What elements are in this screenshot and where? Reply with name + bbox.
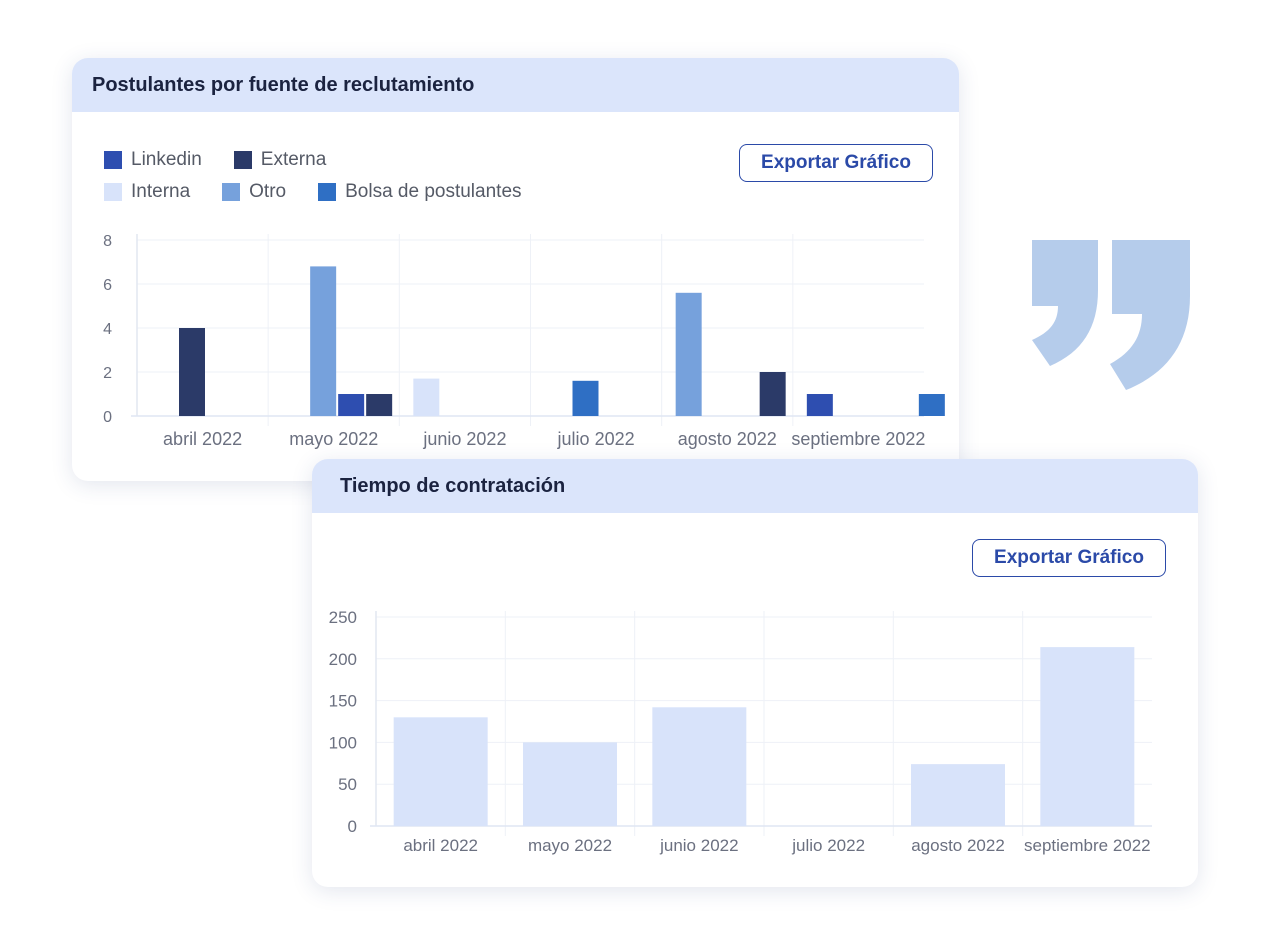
bar-bolsa-de-postulantes-julio-2022	[572, 380, 599, 416]
x-tick-label: mayo 2022	[528, 836, 612, 855]
legend-label: Bolsa de postulantes	[345, 181, 522, 202]
legend-swatch	[104, 151, 122, 169]
x-tick-label: abril 2022	[403, 836, 478, 855]
export-chart-button[interactable]: Exportar Gráfico	[739, 144, 933, 182]
y-tick-label: 50	[338, 775, 357, 794]
chart-title: Postulantes por fuente de reclutamiento	[72, 58, 959, 112]
x-tick-label: junio 2022	[659, 836, 738, 855]
legend-item-bolsa[interactable]: Bolsa de postulantes	[318, 181, 522, 203]
y-tick-label: 0	[348, 817, 357, 836]
bar-agosto-2022	[911, 764, 1005, 826]
chart-title: Tiempo de contratación	[312, 459, 1198, 513]
bar-bolsa-de-postulantes-septiembre-2022	[918, 394, 945, 416]
bar-linkedin-septiembre-2022	[806, 394, 833, 416]
y-tick-label: 0	[103, 409, 112, 426]
bar-externa-agosto-2022	[759, 372, 786, 416]
closing-quote-icon	[1032, 240, 1190, 390]
legend-label: Linkedin	[131, 149, 202, 170]
bar-otro-mayo-2022	[310, 266, 337, 416]
y-tick-label: 250	[329, 608, 357, 627]
x-tick-label: abril 2022	[163, 429, 242, 449]
legend-item-otro[interactable]: Otro	[222, 181, 286, 203]
y-tick-label: 2	[103, 365, 112, 382]
bar-junio-2022	[652, 707, 747, 826]
bar-interna-junio-2022	[413, 378, 440, 416]
bar-linkedin-mayo-2022	[338, 394, 365, 416]
y-tick-label: 8	[103, 233, 112, 250]
legend-item-interna[interactable]: Interna	[104, 181, 190, 203]
legend-item-linkedin[interactable]: Linkedin	[104, 149, 202, 171]
legend-swatch	[233, 151, 252, 169]
bar-abril-2022	[393, 717, 488, 826]
x-tick-label: agosto 2022	[911, 836, 1005, 855]
x-tick-label: mayo 2022	[289, 429, 378, 449]
chart-legend: Linkedin Externa Interna Otro Bolsa de p…	[104, 144, 554, 208]
legend-swatch	[318, 183, 337, 201]
x-tick-label: septiembre 2022	[791, 429, 925, 449]
legend-swatch	[222, 183, 241, 201]
bar-externa-abril-2022	[179, 328, 205, 416]
bar-externa-mayo-2022	[366, 394, 393, 416]
x-tick-label: julio 2022	[791, 836, 865, 855]
y-tick-label: 6	[103, 277, 112, 294]
legend-label: Interna	[131, 181, 191, 202]
export-chart-button[interactable]: Exportar Gráfico	[972, 539, 1166, 577]
legend-label: Externa	[260, 149, 327, 170]
x-tick-label: agosto 2022	[678, 429, 777, 449]
y-tick-label: 4	[103, 321, 112, 338]
x-tick-label: junio 2022	[422, 429, 506, 449]
y-tick-label: 100	[329, 733, 357, 752]
recruitment-bar-chart: 0 2 4 6 8 abril 2022 mayo 2022 junio 2022 julio …	[103, 233, 945, 449]
legend-item-externa[interactable]: Externa	[233, 149, 327, 171]
x-tick-label: julio 2022	[557, 429, 635, 449]
bar-otro-agosto-2022	[675, 292, 702, 416]
bar-septiembre-2022	[1040, 647, 1135, 826]
bar-mayo-2022	[523, 742, 617, 826]
recruitment-source-card: Postulantes por fuente de reclutamiento …	[72, 58, 959, 481]
hiring-time-bar-chart: 0 50 100 150 200 250 abril 2022 mayo 2022 junio …	[329, 608, 1152, 855]
legend-label: Otro	[249, 181, 287, 202]
legend-swatch	[104, 183, 122, 201]
y-tick-label: 150	[329, 692, 357, 711]
hiring-time-card: Tiempo de contratación Exportar Gráfico …	[312, 459, 1198, 887]
y-tick-label: 200	[329, 650, 357, 669]
x-tick-label: septiembre 2022	[1024, 836, 1151, 855]
